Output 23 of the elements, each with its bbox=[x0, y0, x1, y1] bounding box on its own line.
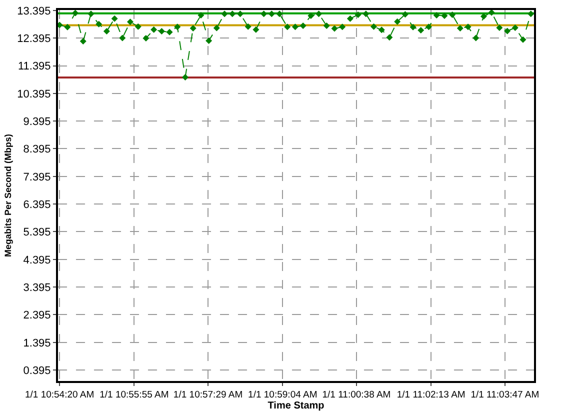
y-tick-label: 10.395 bbox=[17, 88, 51, 100]
y-tick-label: 7.395 bbox=[23, 171, 51, 184]
y-axis-title: Megabits Per Second (Mbps) bbox=[2, 134, 13, 258]
y-tick-label: 0.395 bbox=[23, 364, 51, 377]
y-tick-label: 12.395 bbox=[17, 32, 51, 45]
y-tick-label: 11.395 bbox=[18, 60, 51, 73]
x-tick-label: 1/1 11:03:47 AM bbox=[470, 389, 540, 400]
y-tick-label: 3.395 bbox=[23, 282, 51, 294]
y-tick-label: 5.395 bbox=[23, 226, 51, 239]
y-tick-label: 2.395 bbox=[23, 310, 51, 322]
x-tick-label: 1/1 10:57:29 AM bbox=[173, 389, 243, 400]
x-tick-label: 1/1 10:54:20 AM bbox=[24, 389, 94, 400]
y-tick-label: 1.395 bbox=[23, 337, 51, 350]
y-tick-label: 6.395 bbox=[23, 198, 51, 211]
y-tick-label: 8.395 bbox=[23, 144, 51, 156]
x-tick-label: 1/1 10:55:55 AM bbox=[100, 389, 169, 400]
x-tick-label: 1/1 11:02:13 AM bbox=[396, 389, 466, 400]
x-tick-label: 1/1 10:59:04 AM bbox=[248, 389, 318, 400]
y-tick-label: 9.395 bbox=[23, 116, 51, 128]
y-tick-label: 4.395 bbox=[23, 254, 51, 266]
x-tick-label: 1/1 11:00:38 AM bbox=[322, 389, 391, 400]
x-axis-title: Time Stamp bbox=[268, 400, 324, 412]
y-tick-label: 13.395 bbox=[17, 5, 51, 18]
